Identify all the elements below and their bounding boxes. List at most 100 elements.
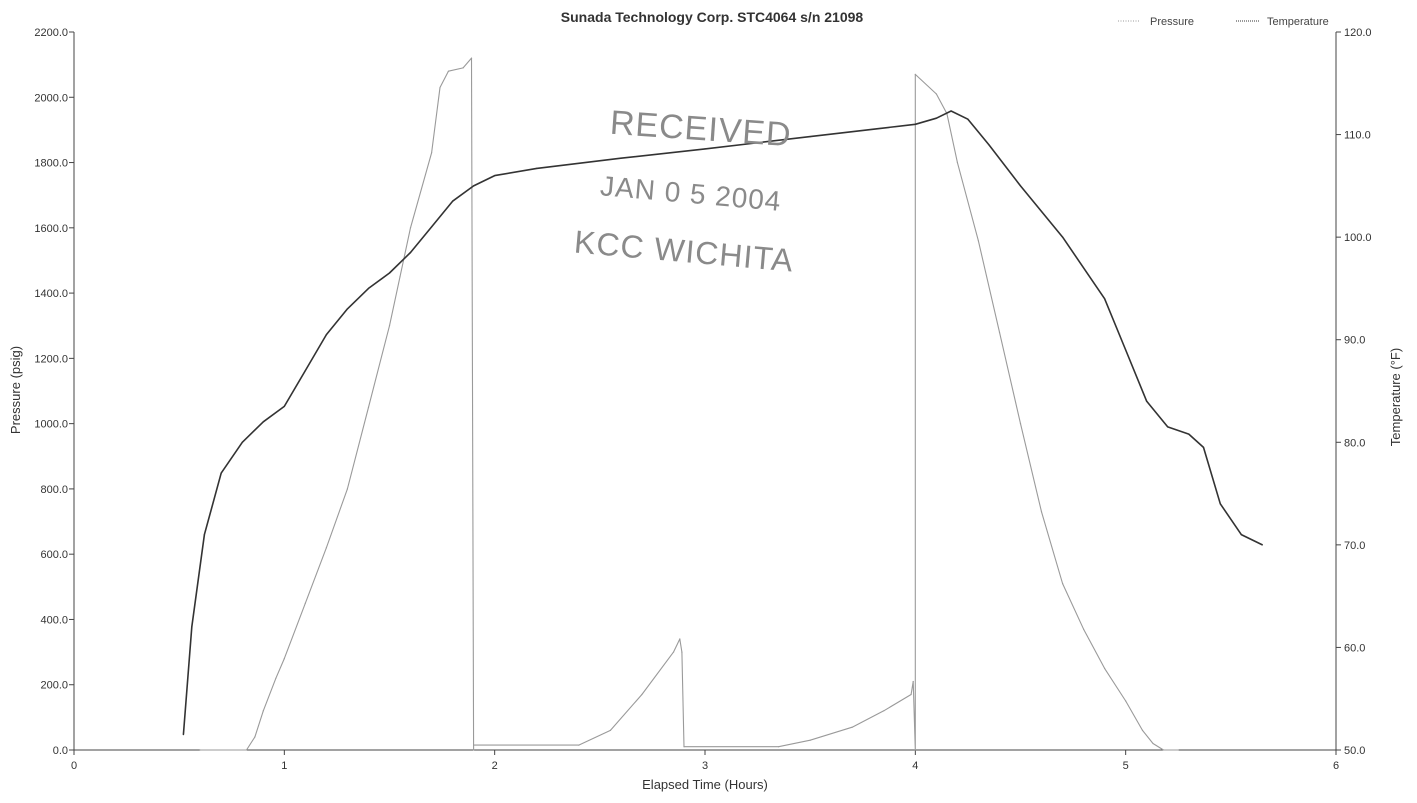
- data-point-pressure: [439, 86, 441, 89]
- y-tick-label: 800.0: [40, 484, 68, 496]
- y-tick-label: 400.0: [40, 614, 68, 626]
- data-point-pressure: [1125, 700, 1127, 702]
- data-point-temperature: [914, 123, 916, 125]
- data-point-pressure: [1083, 628, 1085, 630]
- data-point-pressure: [681, 651, 683, 653]
- y2-tick-label: 110.0: [1344, 130, 1371, 142]
- data-point-pressure: [1141, 729, 1144, 732]
- data-point-pressure: [431, 152, 433, 154]
- data-point-temperature: [1125, 349, 1127, 351]
- data-point-pressure: [809, 739, 811, 741]
- data-point-pressure: [462, 67, 464, 69]
- data-point-pressure: [304, 602, 306, 604]
- x-tick-label: 3: [702, 760, 708, 772]
- data-point-pressure: [609, 729, 612, 732]
- x-tick-label: 2: [492, 760, 498, 772]
- data-point-pressure: [473, 749, 475, 751]
- data-point-temperature: [1219, 503, 1221, 505]
- data-point-temperature: [203, 534, 205, 536]
- x-tick-label: 0: [71, 760, 77, 772]
- data-point-pressure: [935, 93, 938, 95]
- data-point-pressure: [1162, 749, 1165, 751]
- data-point-pressure: [399, 276, 401, 278]
- data-point-pressure: [1152, 742, 1154, 745]
- data-point-pressure: [679, 638, 681, 640]
- data-point-pressure: [409, 227, 412, 229]
- y2-tick-label: 70.0: [1344, 540, 1365, 552]
- data-point-temperature: [1019, 185, 1022, 187]
- data-point-temperature: [473, 185, 475, 187]
- data-point-pressure: [914, 73, 916, 75]
- data-point-temperature: [367, 287, 370, 289]
- y2-axis-title: Temperature (°F): [1388, 348, 1403, 446]
- data-point-pressure: [883, 710, 885, 712]
- data-point-temperature: [262, 421, 264, 423]
- data-point-pressure: [641, 693, 643, 696]
- y-tick-label: 1600.0: [34, 223, 68, 235]
- data-point-temperature: [325, 334, 327, 336]
- data-point-pressure: [778, 746, 780, 748]
- data-point-pressure: [388, 325, 391, 327]
- data-point-pressure: [851, 726, 853, 728]
- data-point-temperature: [988, 144, 990, 146]
- data-point-temperature: [935, 117, 938, 119]
- data-point-temperature: [409, 251, 412, 254]
- x-tick-label: 1: [281, 760, 287, 772]
- data-point-temperature: [1104, 298, 1106, 300]
- data-point-pressure: [1104, 667, 1106, 670]
- data-point-temperature: [809, 136, 811, 138]
- data-point-pressure: [977, 240, 980, 242]
- data-point-temperature: [388, 272, 391, 274]
- data-point-temperature: [704, 148, 706, 150]
- data-point-pressure: [578, 744, 580, 746]
- y-tick-label: 2200.0: [34, 27, 68, 39]
- y2-tick-label: 100.0: [1344, 232, 1372, 244]
- series-line-pressure: [200, 57, 1179, 751]
- data-point-pressure: [672, 651, 675, 653]
- data-point-temperature: [1202, 446, 1205, 448]
- y-tick-label: 1200.0: [34, 353, 68, 365]
- data-point-temperature: [191, 626, 193, 628]
- y-axis-title: Pressure (psig): [8, 346, 23, 434]
- data-point-pressure: [199, 749, 201, 751]
- data-point-pressure: [447, 70, 449, 72]
- data-point-pressure: [1177, 749, 1179, 751]
- data-point-pressure: [683, 746, 685, 748]
- data-point-temperature: [1146, 400, 1148, 402]
- y2-tick-label: 80.0: [1344, 437, 1365, 449]
- chart-title: Sunada Technology Corp. STC4064 s/n 2109…: [561, 9, 864, 25]
- data-point-temperature: [182, 734, 184, 736]
- legend: Pressure Temperature: [1118, 16, 1329, 28]
- y-tick-label: 1800.0: [34, 158, 68, 170]
- y-tick-label: 0.0: [53, 745, 68, 757]
- data-point-temperature: [304, 369, 306, 372]
- data-point-pressure: [914, 749, 916, 751]
- data-point-temperature: [283, 405, 285, 407]
- data-point-temperature: [452, 200, 454, 202]
- x-axis-title: Elapsed Time (Hours): [642, 777, 768, 792]
- data-point-pressure: [254, 736, 256, 738]
- data-point-temperature: [950, 110, 952, 112]
- data-point-temperature: [1240, 534, 1242, 536]
- y2-tick-label: 60.0: [1344, 642, 1365, 654]
- data-point-temperature: [1167, 426, 1169, 428]
- data-point-pressure: [470, 57, 473, 59]
- data-point-temperature: [536, 167, 538, 169]
- data-point-pressure: [367, 406, 370, 408]
- x-tick-label: 5: [1123, 760, 1129, 772]
- data-point-pressure: [346, 488, 348, 490]
- data-point-temperature: [620, 157, 622, 159]
- data-point-pressure: [473, 744, 475, 746]
- data-point-pressure: [910, 693, 912, 696]
- data-point-pressure: [956, 161, 959, 164]
- data-point-pressure: [325, 547, 327, 549]
- data-point-pressure: [275, 677, 277, 679]
- data-point-pressure: [1062, 583, 1064, 585]
- data-point-temperature: [220, 472, 222, 474]
- data-point-pressure: [912, 680, 914, 683]
- y2-tick-label: 120.0: [1344, 27, 1372, 39]
- y2-tick-label: 90.0: [1344, 335, 1365, 347]
- y-tick-label: 600.0: [40, 549, 68, 561]
- legend-label-pressure: Pressure: [1150, 16, 1194, 28]
